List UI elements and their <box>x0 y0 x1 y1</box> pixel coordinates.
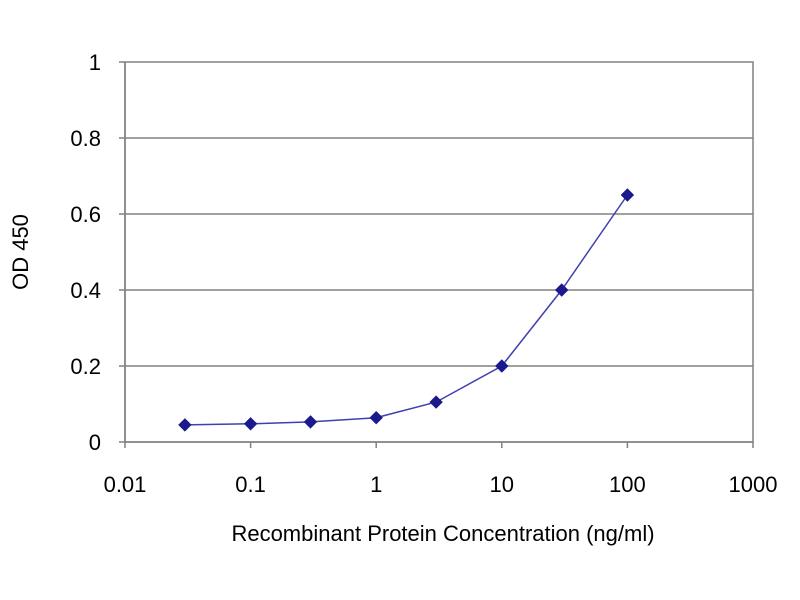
grid-lines <box>125 137 753 367</box>
x-tick-label: 100 <box>609 472 646 497</box>
data-point <box>303 415 318 429</box>
x-tick-label: 10 <box>490 472 514 497</box>
series-line <box>184 194 629 426</box>
data-point <box>243 417 258 431</box>
y-tick-label: 0 <box>89 430 101 455</box>
axes <box>119 61 754 448</box>
y-tick-label: 0.4 <box>70 278 101 303</box>
data-point <box>620 188 635 202</box>
x-tick-label: 0.1 <box>235 472 266 497</box>
x-tick-label: 1 <box>370 472 382 497</box>
data-point <box>369 410 383 425</box>
x-axis-title: Recombinant Protein Concentration (ng/ml… <box>231 521 654 546</box>
data-point <box>429 395 443 409</box>
data-point <box>495 359 509 373</box>
y-tick-label: 0.8 <box>70 126 101 151</box>
y-tick-label: 0.6 <box>70 202 101 227</box>
y-tick-label: 1 <box>89 50 101 75</box>
y-tick-label: 0.2 <box>70 354 101 379</box>
series <box>178 188 635 432</box>
x-tick-label: 0.01 <box>104 472 147 497</box>
y-axis-title: OD 450 <box>8 214 33 290</box>
data-point <box>178 418 192 432</box>
x-tick-label: 1000 <box>729 472 778 497</box>
data-point <box>554 283 569 297</box>
plot-area <box>124 61 754 443</box>
tick-labels: 0 0.2 0.4 0.6 0.8 1 0.01 0.1 1 10 100 1000 <box>70 50 777 497</box>
